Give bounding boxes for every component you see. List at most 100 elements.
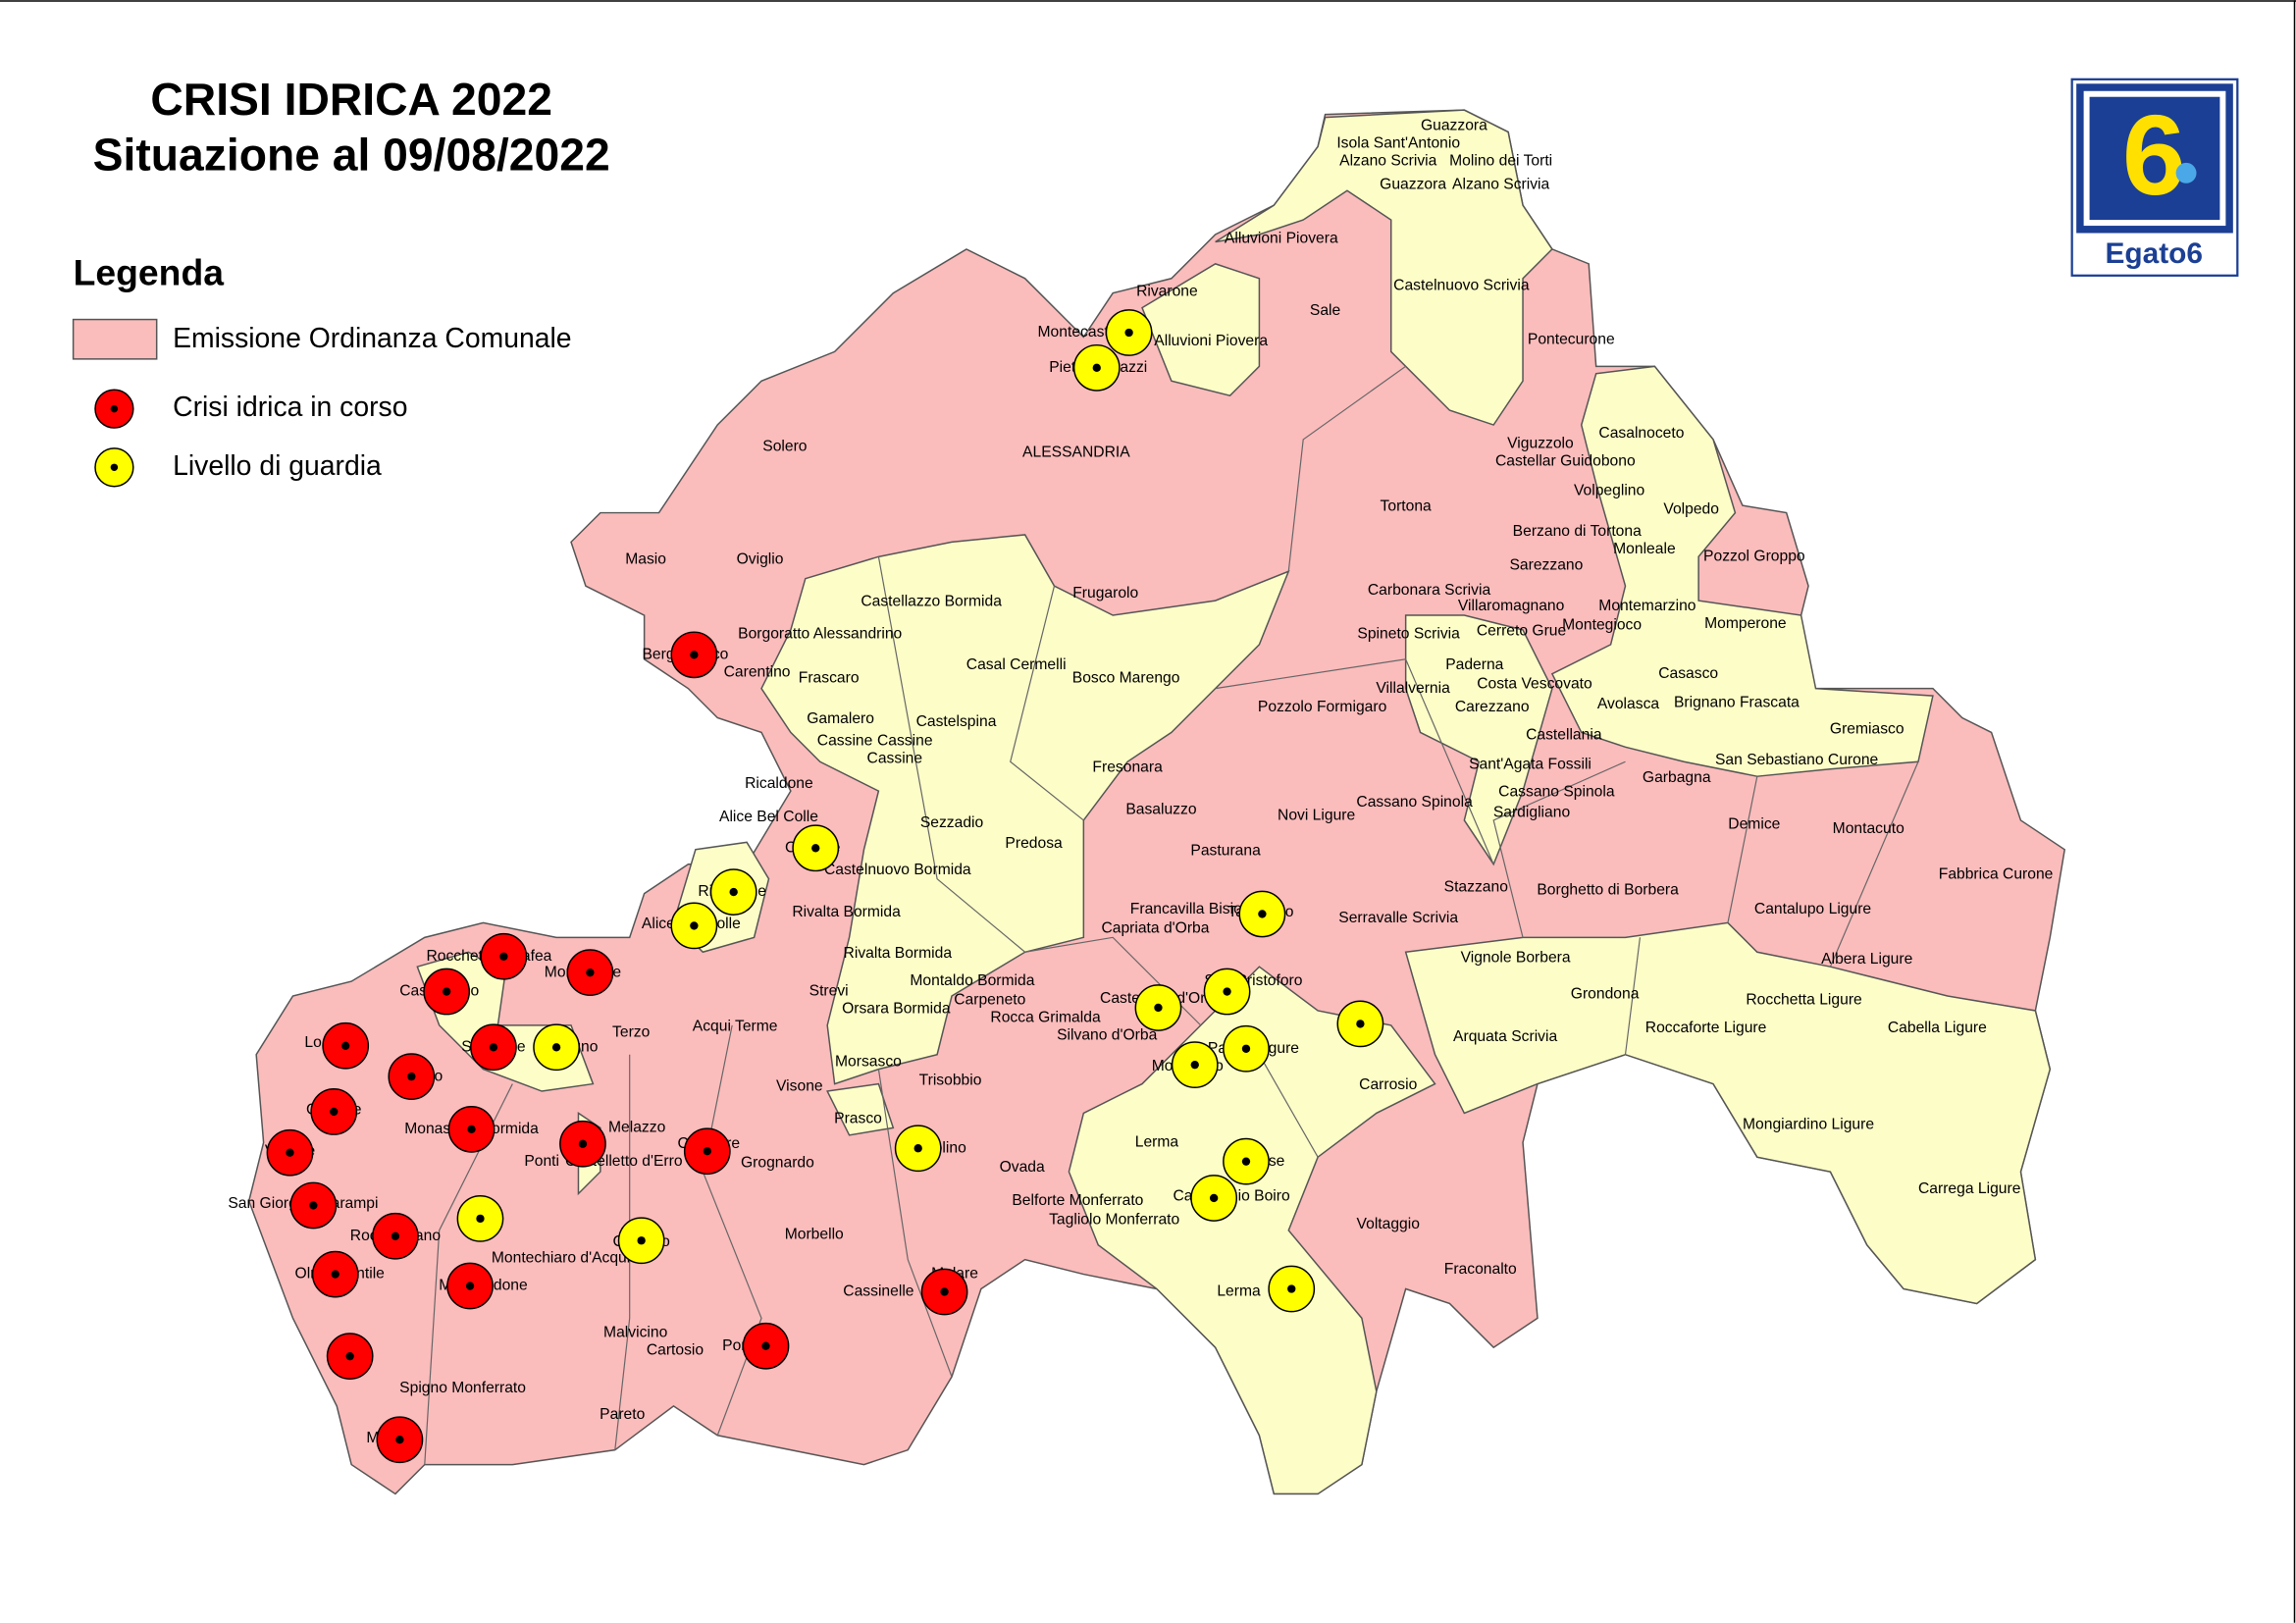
municipality-label: San Sebastiano Curone — [1715, 752, 1879, 768]
guard-area — [826, 1082, 895, 1136]
municipality-label: Gremiasco — [1830, 721, 1905, 738]
municipality-label: Novi Ligure — [1278, 808, 1355, 824]
municipality-label: Carrosio — [1359, 1076, 1417, 1093]
logo-drop — [2175, 162, 2197, 183]
municipality-label: Ponti — [524, 1153, 559, 1170]
marker-dot — [476, 1214, 485, 1224]
logo: 6 Egato6 — [2070, 78, 2239, 277]
municipality-label: Montegioco — [1562, 617, 1642, 634]
municipality-label: Serravalle Scrivia — [1338, 910, 1458, 926]
logo-panel — [2076, 83, 2233, 234]
municipality-label: Belforte Monferrato — [1012, 1192, 1143, 1209]
municipality-label: Pozzolo Formigaro — [1258, 699, 1387, 715]
municipality-label: Momperone — [1704, 615, 1787, 632]
marker-dot — [1287, 1284, 1296, 1293]
municipality-label: Paderna — [1445, 656, 1503, 673]
municipality-label: Vignole Borbera — [1461, 949, 1571, 966]
municipality-label: Tagliolo Monferrato — [1049, 1212, 1179, 1229]
municipality-label: Garbagna — [1643, 769, 1711, 786]
municipality-label: Lerma — [1217, 1283, 1261, 1300]
legend-marker-dot — [110, 463, 119, 472]
municipality-label: Rivalta Bormida — [792, 904, 901, 920]
map-markers — [266, 309, 1384, 1464]
municipality-label: Borghetto di Borbera — [1537, 882, 1679, 899]
municipality-label: Cabella Ligure — [1888, 1020, 1987, 1036]
guard-area — [1068, 966, 1436, 1495]
municipality-label: Voltaggio — [1357, 1216, 1421, 1232]
municipality-label: Stazzano — [1444, 879, 1509, 896]
marker-dot — [940, 1287, 949, 1296]
municipality-label: Cassinelle — [843, 1283, 914, 1300]
municipality-label: Castelnuovo Bormida — [824, 862, 971, 878]
municipality-label: Carpeneto — [954, 992, 1025, 1009]
border — [1492, 760, 1626, 938]
logo-name: Egato6 — [2106, 237, 2203, 270]
municipality-label: Molino dei Torti — [1449, 153, 1552, 170]
municipality-label: Montemarzino — [1598, 598, 1696, 614]
municipality-label: Cassano Spinola — [1498, 784, 1615, 801]
municipality-label: Predosa — [1005, 835, 1063, 852]
municipality-label: Montaldo Bormida — [910, 972, 1034, 989]
municipality-label: Silvano d'Orba — [1057, 1026, 1157, 1043]
marker-dot — [1092, 363, 1101, 372]
municipality-label: Bosco Marengo — [1072, 669, 1180, 686]
municipality-label: Orsara Bormida — [842, 1001, 951, 1018]
marker-dot — [467, 1125, 476, 1134]
municipality-label: Costa Vescovato — [1477, 675, 1592, 692]
guard-area — [760, 534, 1290, 1085]
municipality-label: Cassine — [817, 733, 873, 750]
marker-dot — [489, 1043, 498, 1052]
municipality-label: Trisobbio — [919, 1073, 982, 1089]
marker-dot — [391, 1231, 400, 1240]
marker-dot — [578, 1139, 588, 1148]
municipality-label: Ovada — [1000, 1159, 1045, 1176]
marker-dot — [1241, 1157, 1251, 1166]
municipality-label: Mongiardino Ligure — [1743, 1117, 1874, 1133]
marker-dot — [1154, 1003, 1163, 1013]
municipality-label: Monleale — [1613, 541, 1676, 557]
marker-dot — [407, 1072, 416, 1081]
border — [1010, 586, 1084, 821]
marker-dot — [1258, 910, 1267, 918]
municipality-label: Rivalta Bormida — [844, 945, 953, 962]
municipality-label: Arquata Scrivia — [1453, 1028, 1557, 1045]
municipality-label: Oviglio — [737, 550, 784, 567]
municipality-label: Grondona — [1571, 986, 1640, 1003]
marker-dot — [1209, 1193, 1219, 1203]
municipality-label: Fresonara — [1092, 759, 1163, 775]
municipality-label: Carentino — [724, 663, 791, 680]
legend-swatch — [72, 318, 158, 360]
municipality-label: Alzano Scrivia — [1452, 176, 1549, 192]
municipality-label: Cassine — [877, 733, 933, 750]
municipality-label: Morbello — [785, 1226, 844, 1242]
municipality-label: Alluvioni Piovera — [1225, 231, 1338, 247]
municipality-label: Terzo — [612, 1023, 651, 1040]
municipality-label: Cartosio — [647, 1341, 704, 1358]
municipality-label: Alice Bel Colle — [719, 809, 818, 825]
marker-dot — [1356, 1020, 1365, 1028]
guard-area — [1550, 365, 1934, 777]
municipality-label: Borgoratto Alessandrino — [738, 626, 902, 643]
municipality-label: Cantalupo Ligure — [1754, 901, 1872, 917]
municipality-label: Morsasco — [835, 1053, 902, 1070]
marker-dot — [442, 987, 451, 996]
border — [614, 1054, 631, 1450]
marker-dot — [395, 1436, 404, 1444]
municipality-label: Casalnoceto — [1598, 425, 1684, 442]
marker-dot — [341, 1041, 350, 1050]
legend-label: Crisi idrica in corso — [173, 392, 407, 423]
municipality-label: Cassano Spinola — [1356, 794, 1473, 811]
municipality-label: Tortona — [1381, 498, 1433, 515]
municipality-label: Basaluzzo — [1125, 802, 1197, 818]
municipality-label: Acqui Terme — [693, 1019, 778, 1035]
municipality-label: Guazzora — [1380, 176, 1446, 192]
municipality-label: Carbonara Scrivia — [1368, 582, 1491, 599]
municipality-label: Viguzzolo — [1507, 436, 1574, 452]
municipality-label: Gamalero — [807, 710, 874, 727]
municipality-label: Capriata d'Orba — [1101, 920, 1209, 937]
municipality-label: Cerreto Grue — [1477, 623, 1567, 640]
municipality-label: Albera Ligure — [1821, 951, 1912, 968]
municipality-label: ALESSANDRIA — [1022, 445, 1130, 461]
